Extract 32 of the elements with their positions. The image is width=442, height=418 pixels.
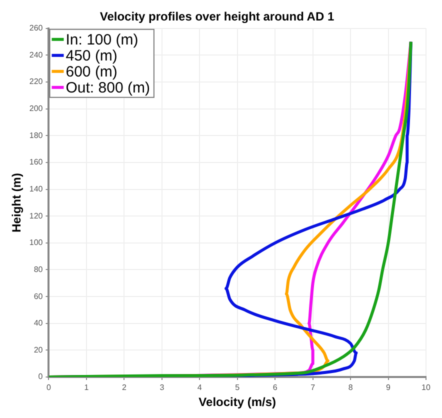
legend-label: 450 (m) <box>66 48 118 65</box>
legend-label: 600 (m) <box>66 64 118 81</box>
y-tick-label: 0 <box>38 372 44 382</box>
y-tick-label: 200 <box>29 104 44 114</box>
y-tick-label: 40 <box>34 318 44 328</box>
y-tick-label: 100 <box>29 238 44 248</box>
y-tick-label: 60 <box>34 292 44 301</box>
y-tick-label: 160 <box>29 158 44 167</box>
x-tick-label: 0 <box>46 383 52 392</box>
y-tick-label: 140 <box>29 184 44 194</box>
y-tick-label: 240 <box>29 50 44 60</box>
legend-label: In: 100 (m) <box>66 32 138 49</box>
x-tick-label: 7 <box>310 383 316 392</box>
x-tick-label: 10 <box>422 383 431 392</box>
y-axis-title: Height (m) <box>10 173 24 232</box>
y-tick-label: 220 <box>29 77 44 86</box>
x-tick-label: 4 <box>197 383 202 392</box>
x-tick-label: 3 <box>160 383 165 392</box>
chart-title: Velocity profiles over height around AD 1 <box>100 10 334 24</box>
y-tick-label: 80 <box>34 264 44 274</box>
y-tick-label: 120 <box>29 211 44 220</box>
y-tick-label: 260 <box>29 24 44 33</box>
x-tick-label: 8 <box>348 383 354 392</box>
y-tick-label: 180 <box>29 130 44 140</box>
x-tick-label: 6 <box>272 383 278 392</box>
x-tick-label: 5 <box>235 383 240 392</box>
legend-label: Out: 800 (m) <box>66 80 150 97</box>
x-tick-label: 9 <box>386 383 392 392</box>
x-axis-title: Velocity (m/s) <box>198 395 276 410</box>
x-tick-label: 2 <box>122 383 127 392</box>
y-tick-label: 20 <box>34 345 44 354</box>
x-tick-label: 1 <box>84 383 90 392</box>
